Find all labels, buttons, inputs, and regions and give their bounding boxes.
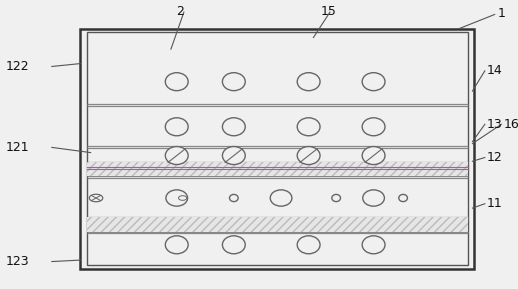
Ellipse shape (165, 236, 188, 254)
Ellipse shape (399, 194, 408, 202)
Ellipse shape (297, 73, 320, 91)
Text: 13: 13 (487, 118, 502, 131)
Ellipse shape (362, 236, 385, 254)
Bar (80, 29, 474, 269)
Ellipse shape (165, 118, 188, 136)
Text: 1: 1 (497, 7, 505, 19)
Circle shape (179, 196, 187, 200)
Text: 123: 123 (5, 255, 29, 268)
Ellipse shape (222, 147, 245, 164)
Text: 11: 11 (487, 197, 502, 210)
Ellipse shape (270, 190, 292, 206)
Text: 2: 2 (176, 5, 184, 18)
Text: 16: 16 (503, 118, 518, 131)
Circle shape (89, 194, 103, 202)
Ellipse shape (297, 147, 320, 164)
Ellipse shape (165, 147, 188, 164)
Ellipse shape (332, 194, 340, 202)
Text: 12: 12 (487, 151, 502, 164)
Text: 122: 122 (5, 60, 29, 73)
Ellipse shape (362, 118, 385, 136)
Text: 15: 15 (321, 5, 337, 18)
Ellipse shape (362, 73, 385, 91)
Bar (87, 217, 468, 231)
Ellipse shape (229, 194, 238, 202)
Text: 14: 14 (487, 64, 502, 77)
Ellipse shape (165, 73, 188, 91)
Ellipse shape (222, 118, 245, 136)
Ellipse shape (222, 236, 245, 254)
Text: 121: 121 (5, 141, 29, 154)
Ellipse shape (297, 118, 320, 136)
Ellipse shape (297, 236, 320, 254)
Bar (87, 162, 468, 176)
Ellipse shape (166, 190, 188, 206)
Ellipse shape (222, 73, 245, 91)
Ellipse shape (362, 147, 385, 164)
Bar (87, 32, 468, 265)
Ellipse shape (363, 190, 384, 206)
